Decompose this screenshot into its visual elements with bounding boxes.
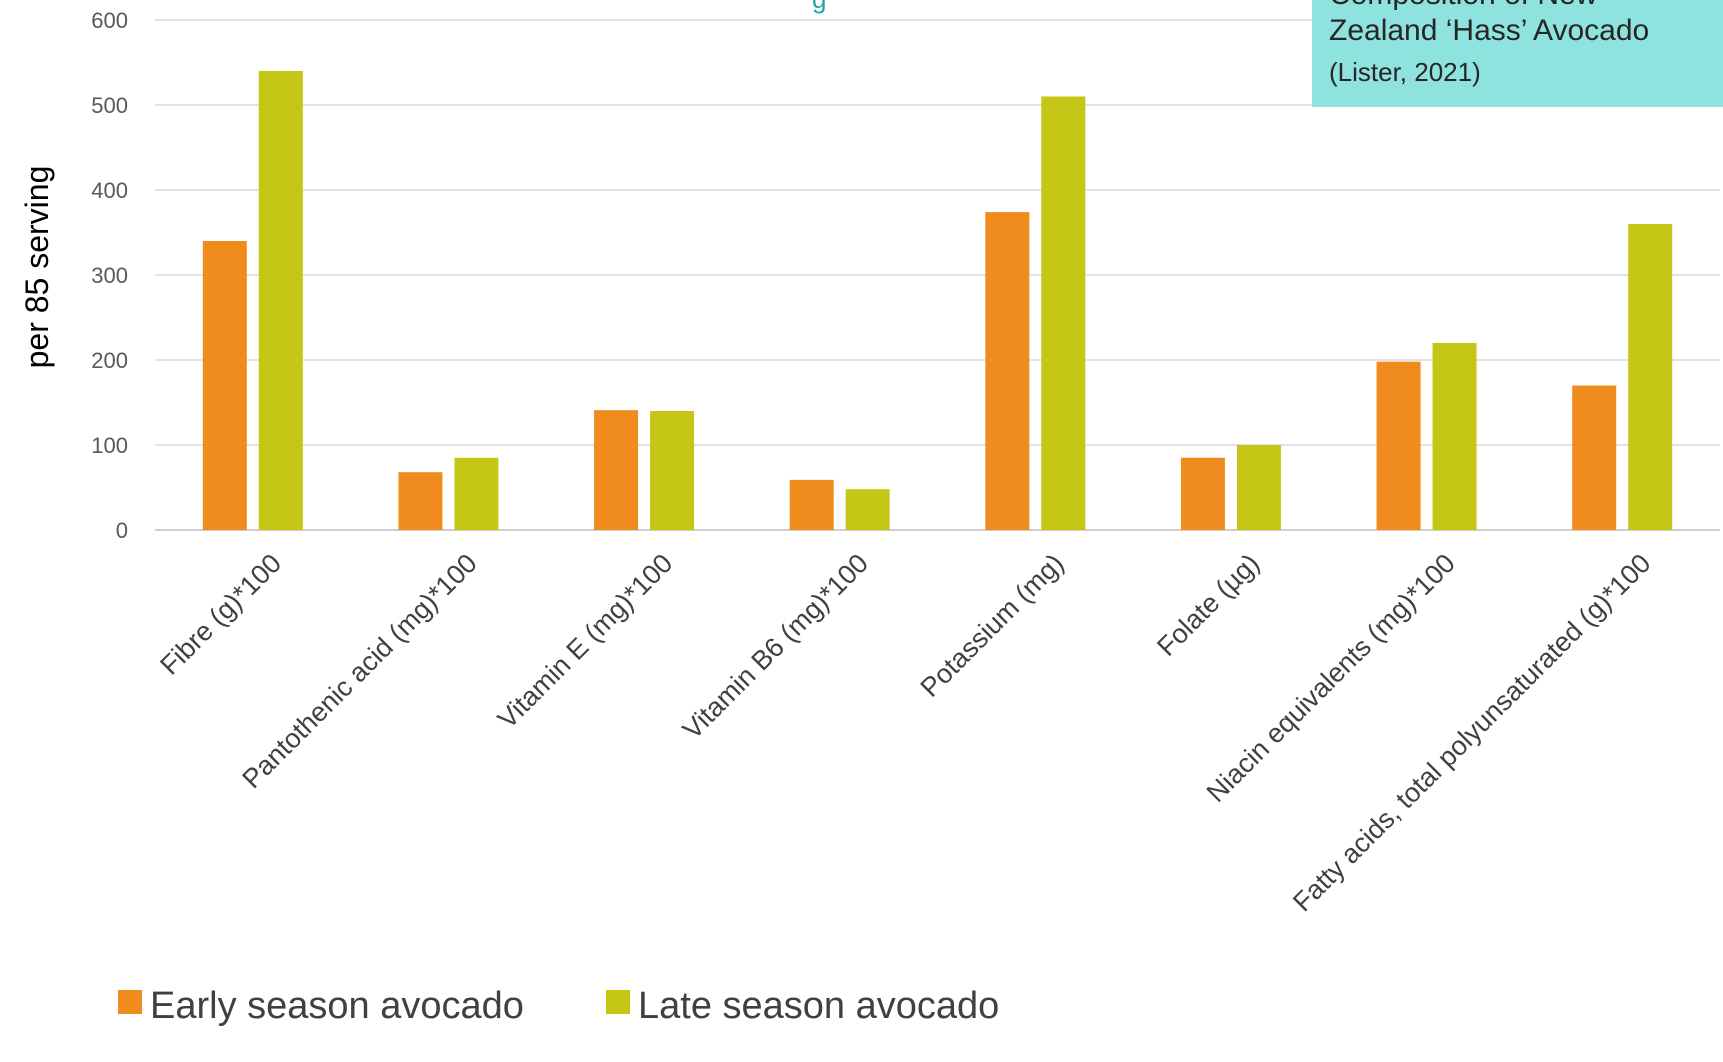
source-title-top: Composition of New <box>1329 0 1597 12</box>
x-tick-label: Folate (µg) <box>1151 548 1265 662</box>
legend-label: Late season avocado <box>638 985 999 1027</box>
legend: Early season avocado Late season avocado <box>118 985 999 1027</box>
bar <box>398 472 443 530</box>
legend-swatch <box>118 990 142 1014</box>
source-title: Zealand ‘Hass’ Avocado <box>1329 14 1650 47</box>
source-citation: (Lister, 2021) <box>1329 57 1481 87</box>
bar <box>1236 445 1281 530</box>
y-tick-label: 100 <box>91 433 128 458</box>
x-tick-label: Vitamin B6 (mg)*100 <box>677 548 874 745</box>
bar <box>789 479 834 530</box>
bar <box>594 410 639 530</box>
bar <box>1572 385 1617 530</box>
y-tick-label: 200 <box>91 348 128 373</box>
chart-title-fragment: g <box>812 0 826 14</box>
y-axis-label: per 85 serving <box>19 166 55 369</box>
y-tick-label: 500 <box>91 93 128 118</box>
legend-label: Early season avocado <box>150 985 524 1027</box>
x-tick-label: Pantothenic acid (mg)*100 <box>236 548 482 794</box>
bar <box>650 411 695 530</box>
bar <box>1432 343 1477 530</box>
y-tick-label: 400 <box>91 178 128 203</box>
y-tick-labels: 0 100 200 300 400 500 600 <box>91 8 128 543</box>
x-tick-label: Vitamin E (mg)*100 <box>492 548 678 734</box>
bar <box>1376 361 1421 530</box>
y-tick-label: 300 <box>91 263 128 288</box>
x-tick-label: Potassium (mg) <box>915 548 1070 703</box>
x-tick-label: Fibre (g)*100 <box>154 548 287 681</box>
bars <box>202 71 1673 530</box>
bar <box>845 489 890 530</box>
gridlines <box>155 19 1720 531</box>
y-tick-label: 0 <box>116 518 128 543</box>
bar <box>1041 96 1086 530</box>
bar <box>1628 224 1673 530</box>
x-tick-label: Fatty acids, total polyunsaturated (g)*1… <box>1287 548 1656 917</box>
bar <box>454 457 499 530</box>
bar <box>258 71 303 530</box>
bar <box>202 241 247 530</box>
source-callout: Composition of New Zealand ‘Hass’ Avocad… <box>1312 0 1723 107</box>
legend-swatch <box>606 990 630 1014</box>
bar <box>985 212 1030 530</box>
bar <box>1180 457 1225 530</box>
y-tick-label: 600 <box>91 8 128 33</box>
